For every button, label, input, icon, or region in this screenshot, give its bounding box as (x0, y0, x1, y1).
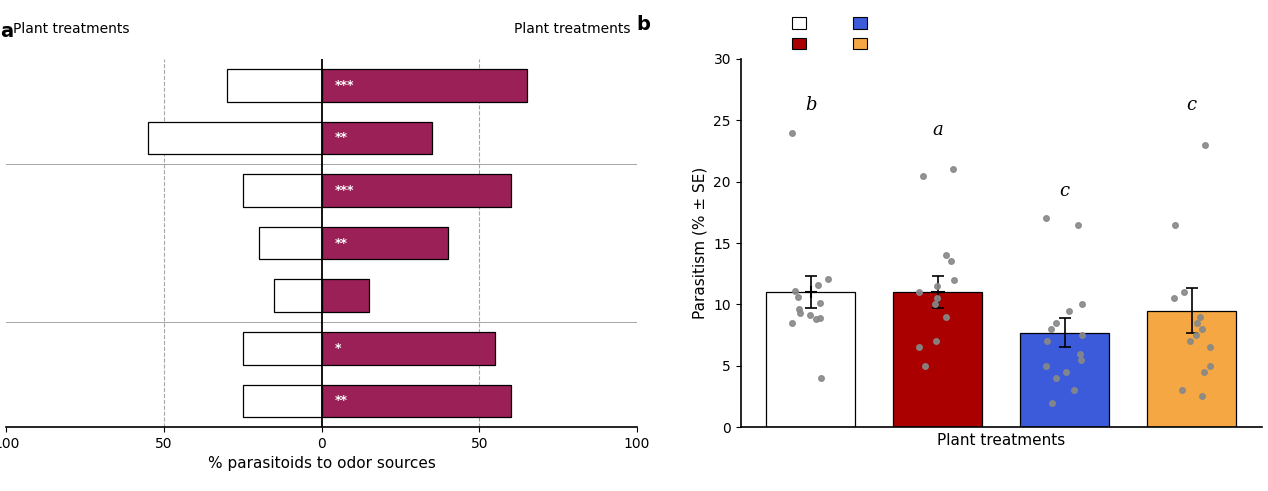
Point (915, 362, 936, 370)
Text: c: c (1187, 96, 1197, 114)
Point (1191, 313, 1211, 321)
X-axis label: % parasitoids to odor sources: % parasitoids to odor sources (208, 457, 436, 471)
Point (787, 293, 808, 301)
Point (800, 312, 820, 320)
Point (1056, 368, 1077, 376)
Point (1172, 386, 1192, 394)
Text: **: ** (335, 131, 347, 144)
Point (810, 374, 831, 382)
Text: **: ** (335, 394, 347, 408)
Point (1036, 215, 1056, 222)
Point (818, 275, 838, 283)
Bar (227, 69, 322, 102)
Bar (322, 332, 495, 364)
Bar (322, 174, 511, 207)
Point (1046, 319, 1066, 327)
Text: *: * (335, 342, 341, 355)
Point (909, 344, 929, 352)
Text: ***: *** (335, 79, 354, 92)
Bar (243, 174, 322, 207)
Point (1200, 362, 1220, 370)
Point (1059, 306, 1079, 315)
Point (789, 305, 809, 313)
Text: b: b (805, 96, 817, 114)
Bar (766, 292, 855, 427)
Bar (322, 384, 511, 417)
Point (1037, 337, 1058, 345)
Point (790, 309, 810, 317)
Point (1179, 337, 1200, 345)
Point (936, 313, 956, 321)
Point (805, 315, 825, 323)
Point (1046, 374, 1066, 382)
Point (1068, 221, 1088, 229)
Point (1064, 386, 1084, 394)
Point (1070, 355, 1090, 363)
Point (1071, 300, 1092, 308)
Point (1165, 221, 1186, 229)
Point (1186, 331, 1206, 339)
Point (808, 281, 828, 289)
Point (936, 251, 956, 259)
Bar (148, 122, 322, 154)
Bar (274, 279, 322, 312)
Point (924, 300, 945, 308)
Point (810, 300, 831, 307)
Point (913, 172, 933, 180)
Bar (259, 227, 322, 259)
Bar (322, 227, 448, 259)
Point (1164, 294, 1184, 302)
Text: c: c (1060, 182, 1070, 200)
Point (1194, 368, 1215, 376)
Point (941, 257, 961, 265)
Bar (322, 122, 432, 154)
Point (1192, 393, 1212, 401)
Point (1070, 350, 1090, 357)
Bar (243, 332, 322, 364)
Bar (322, 69, 526, 102)
Legend: , , , : , , , (787, 13, 875, 54)
Point (1192, 325, 1212, 333)
Point (1041, 325, 1061, 333)
Text: **: ** (335, 237, 347, 249)
Point (1200, 344, 1220, 352)
Point (945, 276, 965, 284)
Point (1196, 141, 1216, 149)
Text: Plant treatments: Plant treatments (515, 22, 630, 36)
Text: a: a (0, 22, 13, 41)
Bar (893, 292, 983, 427)
Bar (322, 279, 369, 312)
Point (810, 314, 831, 322)
Point (927, 282, 947, 290)
Text: ***: *** (335, 184, 354, 197)
Point (927, 294, 947, 302)
Point (781, 129, 801, 136)
Bar (1021, 333, 1110, 427)
Point (926, 337, 946, 345)
Text: b: b (637, 15, 650, 34)
Point (1036, 362, 1056, 370)
Point (1174, 288, 1194, 296)
Text: a: a (932, 121, 943, 139)
Y-axis label: Parasitism (% ± SE): Parasitism (% ± SE) (692, 167, 708, 319)
Text: Plant treatments: Plant treatments (13, 22, 129, 36)
Point (909, 288, 929, 296)
Point (1041, 399, 1061, 407)
Bar (243, 384, 322, 417)
Point (1187, 319, 1207, 327)
Point (785, 287, 805, 295)
Point (942, 165, 962, 173)
Point (1071, 331, 1092, 339)
X-axis label: Plant treatments: Plant treatments (937, 433, 1065, 448)
Bar (1148, 311, 1236, 427)
Point (782, 319, 803, 327)
